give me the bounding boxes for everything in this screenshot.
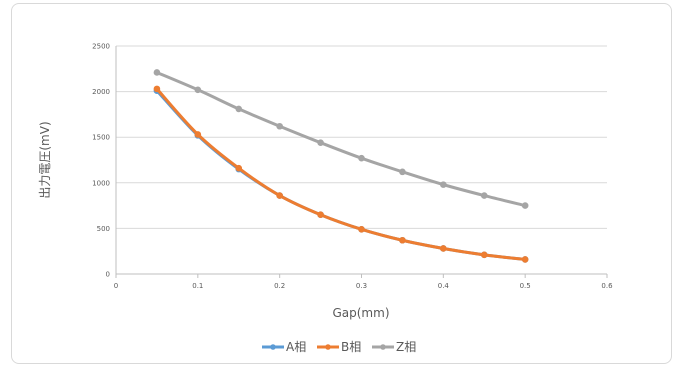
data-point xyxy=(153,69,161,76)
x-tick-label: 0.6 xyxy=(601,282,613,290)
legend-label: Z相 xyxy=(396,340,416,354)
y-tick-label: 1000 xyxy=(92,179,110,187)
series-line xyxy=(155,89,527,261)
series-line xyxy=(155,70,527,208)
legend-marker xyxy=(325,344,331,350)
data-point xyxy=(399,168,406,176)
legend-marker xyxy=(270,344,276,350)
data-point xyxy=(440,245,447,252)
x-tick-label: 0.2 xyxy=(274,282,285,290)
legend: A相 B相 Z相 xyxy=(262,340,416,354)
data-point xyxy=(399,236,406,244)
data-point xyxy=(194,86,202,94)
x-tick-label: 0.4 xyxy=(438,282,450,290)
legend-item: Z相 xyxy=(372,340,416,354)
data-point xyxy=(521,202,529,209)
data-point xyxy=(521,256,529,263)
series-1 xyxy=(153,85,529,263)
data-point xyxy=(153,85,161,93)
data-point xyxy=(317,211,324,219)
series-lines xyxy=(153,69,529,263)
legend-label: A相 xyxy=(286,340,306,354)
x-axis-title: Gap(mm) xyxy=(332,306,389,320)
data-point xyxy=(358,226,365,233)
series-line xyxy=(155,87,527,261)
series-0 xyxy=(153,87,529,263)
data-point xyxy=(194,131,202,138)
chart-frame xyxy=(11,3,672,364)
legend-marker xyxy=(380,344,386,350)
data-point xyxy=(358,154,365,162)
data-point xyxy=(480,192,488,199)
legend-label: B相 xyxy=(341,340,361,354)
y-tick-label: 1500 xyxy=(92,134,110,142)
data-point xyxy=(480,251,488,259)
data-point xyxy=(440,181,447,188)
series-2 xyxy=(153,69,529,209)
y-tick-label: 2000 xyxy=(92,88,110,96)
y-tick-label: 0 xyxy=(106,271,110,279)
y-axis-title: 出力電圧(mV) xyxy=(38,121,52,198)
x-tick-label: 0 xyxy=(114,282,118,290)
data-point xyxy=(317,139,324,146)
x-tick-label: 0.1 xyxy=(192,282,203,290)
y-tick-labels: 0 500 1000 1500 2000 2500 xyxy=(92,43,110,279)
x-tick-labels: 0 0.1 0.2 0.3 0.4 0.5 0.6 xyxy=(114,274,613,290)
legend-item: B相 xyxy=(317,340,361,354)
x-tick-label: 0.5 xyxy=(520,282,531,290)
legend-item: A相 xyxy=(262,340,306,354)
data-point xyxy=(276,122,283,130)
data-point xyxy=(235,164,243,172)
y-tick-label: 500 xyxy=(97,225,110,233)
y-tick-label: 2500 xyxy=(92,43,110,51)
data-point xyxy=(235,105,243,113)
data-point xyxy=(276,192,283,199)
x-tick-label: 0.3 xyxy=(356,282,367,290)
